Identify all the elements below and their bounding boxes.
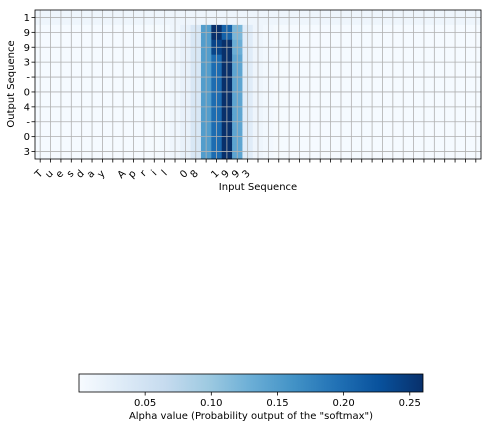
heatmap-grid [35, 10, 481, 159]
y-tick-label: - [26, 73, 30, 84]
y-tick-label: 9 [24, 43, 30, 54]
y-tick-label: 0 [24, 87, 30, 98]
x-tick-label: 3 [240, 168, 252, 180]
y-tick-label: 4 [24, 102, 30, 113]
y-tick-label: 3 [24, 58, 30, 69]
colorbar-label: Alpha value (Probability output of the "… [129, 411, 373, 422]
colorbar-tick-label: 0.15 [266, 398, 288, 409]
colorbar [78, 373, 424, 393]
colorbar-tick-label: 0.25 [399, 398, 421, 409]
x-tick-label: 9 [220, 168, 232, 180]
colorbar-tick-label: 0.05 [134, 398, 156, 409]
y-tick-label: - [26, 117, 30, 128]
x-tick-label: l [160, 168, 170, 178]
colorbar-ticks: 0.05 0.10 0.15 0.20 0.25 [134, 392, 421, 409]
x-tick-label: a [85, 168, 97, 180]
x-tick-label: u [43, 168, 55, 180]
x-tick-label: A [116, 168, 129, 181]
x-tick-label: 0 [178, 168, 190, 180]
x-tick-label: s [65, 168, 76, 179]
y-tick-label: 9 [24, 28, 30, 39]
y-axis-label: Output Sequence [6, 40, 17, 127]
x-axis-label: Input Sequence [219, 182, 297, 193]
x-tick-label: 8 [189, 168, 201, 180]
colorbar-tick-label: 0.10 [200, 398, 222, 409]
y-tick-labels: 1 9 9 3 - 0 4 - 0 3 [24, 13, 35, 158]
x-tick-label: 9 [230, 168, 242, 180]
x-tick-label: y [96, 168, 108, 180]
x-tick-label: d [75, 168, 87, 180]
x-tick-label: e [54, 168, 66, 180]
x-tick-label: 1 [209, 168, 221, 180]
x-tick-label: i [150, 168, 160, 178]
x-tick-label: p [126, 168, 138, 180]
y-tick-label: 3 [24, 147, 30, 158]
x-tick-label: r [138, 168, 149, 179]
y-tick-label: 0 [24, 132, 30, 143]
y-tick-label: 1 [24, 13, 30, 24]
colorbar-tick-label: 0.20 [332, 398, 354, 409]
